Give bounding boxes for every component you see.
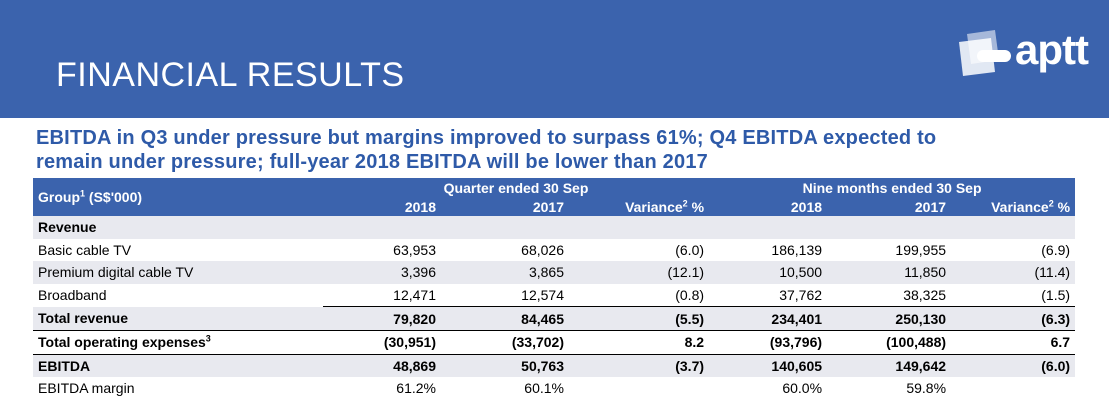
row-label: EBITDA margin — [38, 380, 135, 397]
cell-q2017: (33,702) — [441, 329, 569, 355]
row-label: Premium digital cable TV — [33, 261, 323, 284]
cell-q2017: 60.1% — [524, 380, 564, 397]
cell-qvar: (12.1) — [569, 261, 710, 284]
cell-q2018: 12,471 — [393, 287, 436, 304]
section-row-revenue: Revenue — [33, 216, 1076, 239]
group-footnote: 1 — [80, 188, 86, 199]
cell-qvar: (3.7) — [569, 353, 710, 378]
group-label: Group — [38, 189, 80, 205]
nine-2017-header: 2017 — [914, 198, 947, 215]
cell-qvar: (0.8) — [675, 287, 705, 304]
cell-n2017: 59.8% — [906, 380, 947, 397]
page-title: FINANCIAL RESULTS — [56, 56, 405, 94]
table-row: Basic cable TV 63,953 68,026 (6.0) 186,1… — [33, 239, 1075, 262]
headline: EBITDA in Q3 under pressure but margins … — [36, 126, 1076, 174]
cell-qvar — [569, 377, 709, 400]
nine-variance-header: Variance2 % — [951, 197, 1075, 216]
cell-n2017: 149,642 — [827, 353, 952, 378]
cell-qvar: 8.2 — [569, 329, 710, 355]
headline-line-2: remain under pressure; full-year 2018 EB… — [36, 151, 708, 173]
variance-unit: % — [687, 198, 705, 215]
quarter-header: Quarter ended 30 Sep — [443, 179, 589, 196]
cell-n2017: (100,488) — [827, 329, 952, 355]
aptt-logo-icon — [959, 30, 1011, 76]
cell-qvar: (6.0) — [675, 241, 705, 258]
cell-nvar: (6.0) — [951, 353, 1076, 378]
cell-qvar: (5.5) — [569, 306, 710, 331]
table-row: Broadband 12,471 12,574 (0.8) 37,762 38,… — [33, 284, 1075, 307]
row-label: Total revenue — [33, 306, 323, 331]
quarter-variance-header: Variance2 % — [569, 197, 709, 216]
table-row-ebitda-margin: EBITDA margin 61.2% 60.1% 60.0% 59.8% — [33, 377, 1075, 400]
nine-2018-header: 2018 — [790, 198, 823, 215]
variance-unit: % — [1053, 198, 1071, 215]
section-label-revenue: Revenue — [33, 216, 1076, 239]
cell-q2018: 79,820 — [323, 306, 441, 331]
nine-months-header: Nine months ended 30 Sep — [802, 179, 982, 196]
variance-footnote: 2 — [682, 197, 688, 208]
cell-n2018: 37,762 — [779, 287, 823, 304]
table-header-row-1: Group1 (S$'000) Quarter ended 30 Sep Nin… — [33, 178, 1076, 205]
cell-q2017: 50,763 — [441, 353, 569, 378]
row-label: Basic cable TV — [38, 241, 132, 258]
row-label: EBITDA — [33, 353, 323, 378]
header-banner: FINANCIAL RESULTS aptt — [0, 0, 1109, 118]
row-label-text: Total operating expenses — [38, 334, 206, 351]
table-row-total-revenue: Total revenue 79,820 84,465 (5.5) 234,40… — [33, 306, 1076, 331]
cell-nvar: 6.7 — [951, 329, 1076, 355]
cell-q2018: 3,396 — [323, 261, 441, 284]
cell-q2018: 48,869 — [323, 353, 441, 378]
cell-n2018: 140,605 — [709, 353, 828, 378]
cell-n2017: 11,850 — [827, 261, 952, 284]
row-label: Total operating expenses3 — [33, 329, 323, 355]
cell-nvar: (11.4) — [951, 261, 1076, 284]
aptt-logo: aptt — [955, 26, 1100, 78]
table-row: Premium digital cable TV 3,396 3,865 (12… — [33, 261, 1076, 284]
cell-n2017: 38,325 — [903, 287, 947, 304]
cell-n2018: 10,500 — [709, 261, 828, 284]
cell-nvar: (6.3) — [951, 306, 1076, 331]
headline-line-1: EBITDA in Q3 under pressure but margins … — [36, 127, 937, 149]
quarter-2018-header: 2018 — [404, 198, 436, 215]
cell-q2018: (30,951) — [323, 329, 441, 355]
cell-q2018: 61.2% — [396, 380, 436, 397]
aptt-logo-text: aptt — [1015, 26, 1089, 73]
financial-table-wrap: Group1 (S$'000) Quarter ended 30 Sep Nin… — [33, 178, 1076, 400]
cell-nvar: (1.5) — [1041, 287, 1071, 304]
cell-q2017: 84,465 — [441, 306, 569, 331]
cell-n2018: 234,401 — [709, 306, 828, 331]
cell-n2018: 186,139 — [771, 241, 823, 258]
cell-nvar — [951, 377, 1075, 400]
cell-n2018: 60.0% — [782, 380, 823, 397]
cell-q2017: 3,865 — [441, 261, 569, 284]
row-label: Broadband — [38, 287, 107, 304]
group-header: Group1 (S$'000) — [33, 178, 323, 216]
variance-footnote: 2 — [1048, 197, 1054, 208]
table-row-ebitda: EBITDA 48,869 50,763 (3.7) 140,605 149,6… — [33, 353, 1076, 378]
variance-label: Variance — [991, 198, 1049, 215]
opex-footnote: 3 — [205, 333, 211, 344]
cell-nvar: (6.9) — [1041, 241, 1071, 258]
table-row-total-opex: Total operating expenses3 (30,951) (33,7… — [33, 329, 1076, 355]
cell-n2018: (93,796) — [709, 329, 828, 355]
cell-n2017: 250,130 — [827, 306, 952, 331]
cell-n2017: 199,955 — [895, 241, 947, 258]
group-unit: (S$'000) — [85, 189, 143, 205]
cell-q2017: 68,026 — [521, 241, 564, 258]
variance-label: Variance — [625, 198, 683, 215]
quarter-2017-header: 2017 — [532, 198, 564, 215]
cell-q2018: 63,953 — [393, 241, 436, 258]
cell-q2017: 12,574 — [521, 287, 564, 304]
financial-table: Group1 (S$'000) Quarter ended 30 Sep Nin… — [33, 178, 1076, 400]
